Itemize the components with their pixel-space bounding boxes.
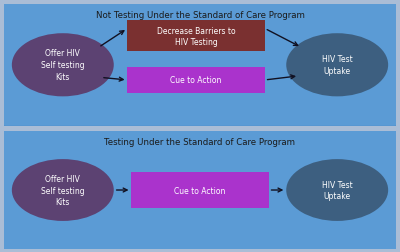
Text: Offer HIV
Self testing
Kits: Offer HIV Self testing Kits bbox=[41, 49, 85, 82]
Text: Offer HIV
Self testing
Kits: Offer HIV Self testing Kits bbox=[41, 174, 85, 206]
Text: Cue to Action: Cue to Action bbox=[170, 76, 222, 85]
Circle shape bbox=[12, 34, 114, 97]
Text: Decrease Barriers to
HIV Testing: Decrease Barriers to HIV Testing bbox=[157, 26, 235, 47]
Text: Cue to Action: Cue to Action bbox=[174, 186, 226, 195]
Circle shape bbox=[286, 34, 388, 97]
FancyBboxPatch shape bbox=[0, 130, 400, 251]
Circle shape bbox=[12, 160, 114, 221]
FancyBboxPatch shape bbox=[128, 21, 265, 52]
Text: HIV Test
Uptake: HIV Test Uptake bbox=[322, 55, 352, 76]
Text: HIV Test
Uptake: HIV Test Uptake bbox=[322, 180, 352, 201]
Circle shape bbox=[286, 160, 388, 221]
Text: Not Testing Under the Standard of Care Program: Not Testing Under the Standard of Care P… bbox=[96, 11, 304, 20]
FancyBboxPatch shape bbox=[0, 4, 400, 127]
FancyBboxPatch shape bbox=[131, 172, 269, 208]
Text: Testing Under the Standard of Care Program: Testing Under the Standard of Care Progr… bbox=[104, 137, 296, 146]
FancyBboxPatch shape bbox=[128, 68, 265, 93]
